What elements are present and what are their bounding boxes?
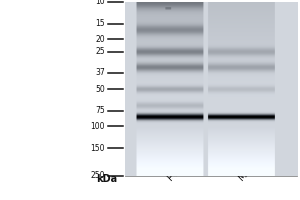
Text: kDa: kDa bbox=[96, 174, 117, 184]
Text: 150: 150 bbox=[91, 144, 105, 153]
Text: 20: 20 bbox=[95, 35, 105, 44]
Text: 25: 25 bbox=[95, 47, 105, 56]
Text: 15: 15 bbox=[95, 19, 105, 28]
Text: 37: 37 bbox=[95, 68, 105, 77]
Text: 50: 50 bbox=[95, 85, 105, 94]
Text: 75: 75 bbox=[95, 106, 105, 115]
Text: 250: 250 bbox=[91, 171, 105, 180]
Text: MCF-7: MCF-7 bbox=[237, 153, 265, 182]
Text: 10: 10 bbox=[95, 0, 105, 6]
Bar bbox=[124, 2, 297, 176]
Text: PC3: PC3 bbox=[165, 162, 186, 182]
Text: 100: 100 bbox=[91, 122, 105, 131]
